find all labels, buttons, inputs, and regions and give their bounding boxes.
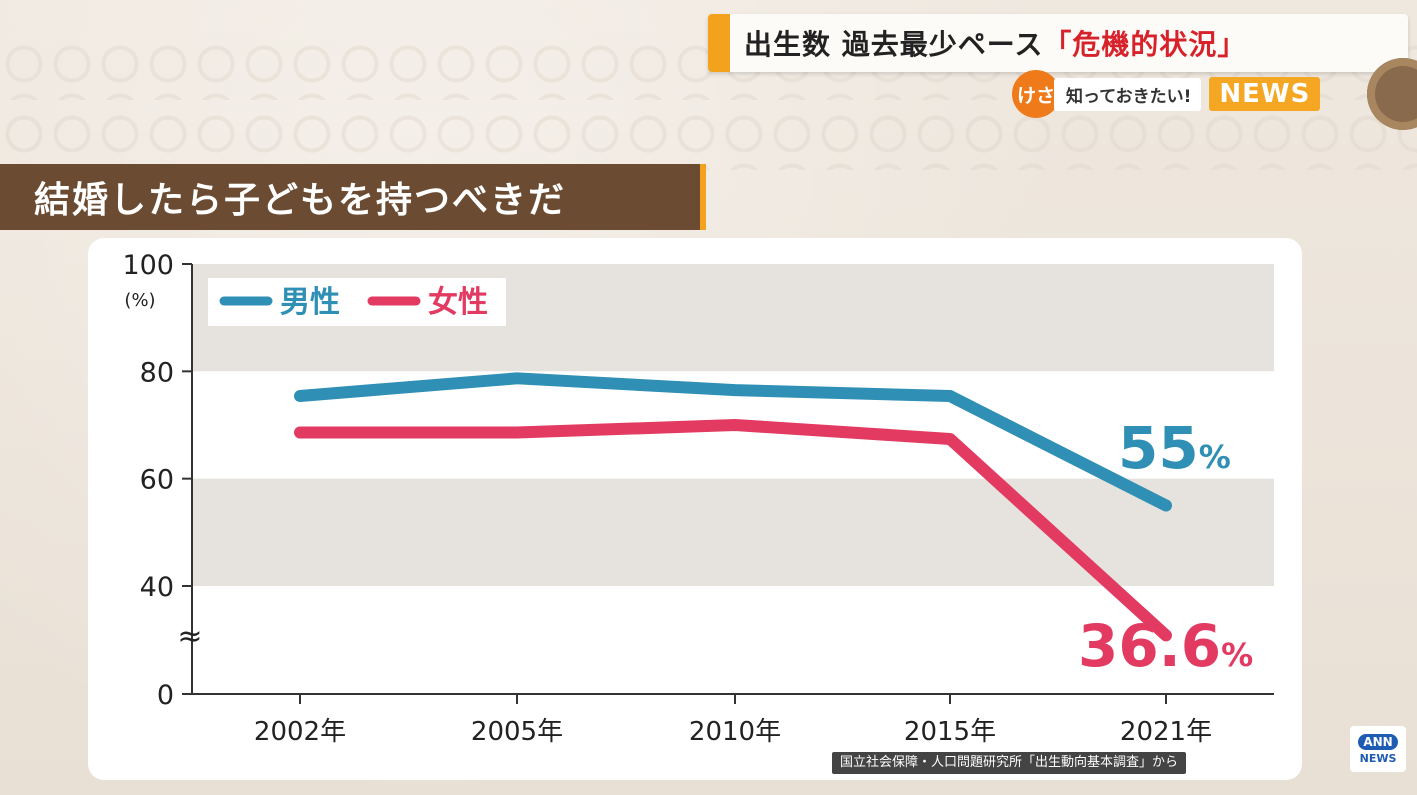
end-value-label: 36.6%	[1078, 612, 1253, 680]
end-value-number: 55	[1118, 414, 1199, 482]
chart-card: 100 80 60 40 0 (%) ≈2002年 2005年 2010年 2015年 2021年 男…	[88, 238, 1302, 780]
axis-break-mark: ≈	[177, 619, 202, 654]
y-tick-label: 100	[122, 250, 174, 281]
ann-logo-top: ANN	[1358, 733, 1398, 750]
end-value-label: 55%	[1118, 414, 1231, 482]
y-unit-label: (%)	[124, 290, 155, 311]
ann-news-logo: ANN NEWS	[1350, 726, 1406, 772]
headline-banner: 出生数 過去最少ペース「危機的状況」	[708, 14, 1408, 72]
headline-text: 出生数 過去最少ペース「危機的状況」	[744, 23, 1246, 63]
x-tick-label: 2010年	[689, 717, 781, 747]
end-value-unit: %	[1221, 636, 1253, 674]
end-value-number: 36.6	[1078, 612, 1221, 680]
program-brand: けさ 知っておきたい! NEWS	[1012, 70, 1321, 118]
x-tick-label: 2021年	[1120, 717, 1212, 747]
source-caption: 国立社会保障・人口問題研究所「出生動向基本調査」から	[832, 752, 1187, 774]
background-pattern	[0, 110, 1417, 170]
end-value-unit: %	[1199, 438, 1231, 476]
brand-tagline: 知っておきたい!	[1054, 77, 1202, 111]
line-chart: 100 80 60 40 0 (%) ≈2002年 2005年 2010年 2015年 2021年 男…	[122, 250, 1274, 747]
x-tick-label: 2015年	[904, 717, 996, 747]
question-text: 結婚したら子どもを持つべきだ	[34, 180, 567, 221]
y-tick-label: 80	[140, 357, 174, 388]
brand-news-label: NEWS	[1209, 77, 1321, 111]
series-line-female	[294, 419, 1172, 642]
headline-accent-bar	[708, 14, 730, 72]
x-tick-label: 2002年	[254, 717, 346, 747]
corner-decoration	[1367, 58, 1417, 130]
y-tick-label: 60	[140, 465, 174, 496]
question-banner: 結婚したら子どもを持つべきだ	[0, 164, 706, 230]
y-tick-label: 0	[157, 680, 174, 711]
brand-circle-logo: けさ	[1012, 70, 1060, 118]
ann-logo-bottom: NEWS	[1359, 751, 1397, 765]
legend-label: 男性	[280, 285, 340, 320]
headline-main: 出生数 過去最少ペース	[744, 28, 1044, 61]
x-tick-label: 2005年	[471, 717, 563, 747]
legend-label: 女性	[428, 285, 488, 320]
headline-highlight: 「危機的状況」	[1043, 28, 1247, 61]
series-line-male	[294, 372, 1172, 512]
grid-band	[192, 478, 1274, 586]
y-tick-label: 40	[140, 572, 174, 603]
